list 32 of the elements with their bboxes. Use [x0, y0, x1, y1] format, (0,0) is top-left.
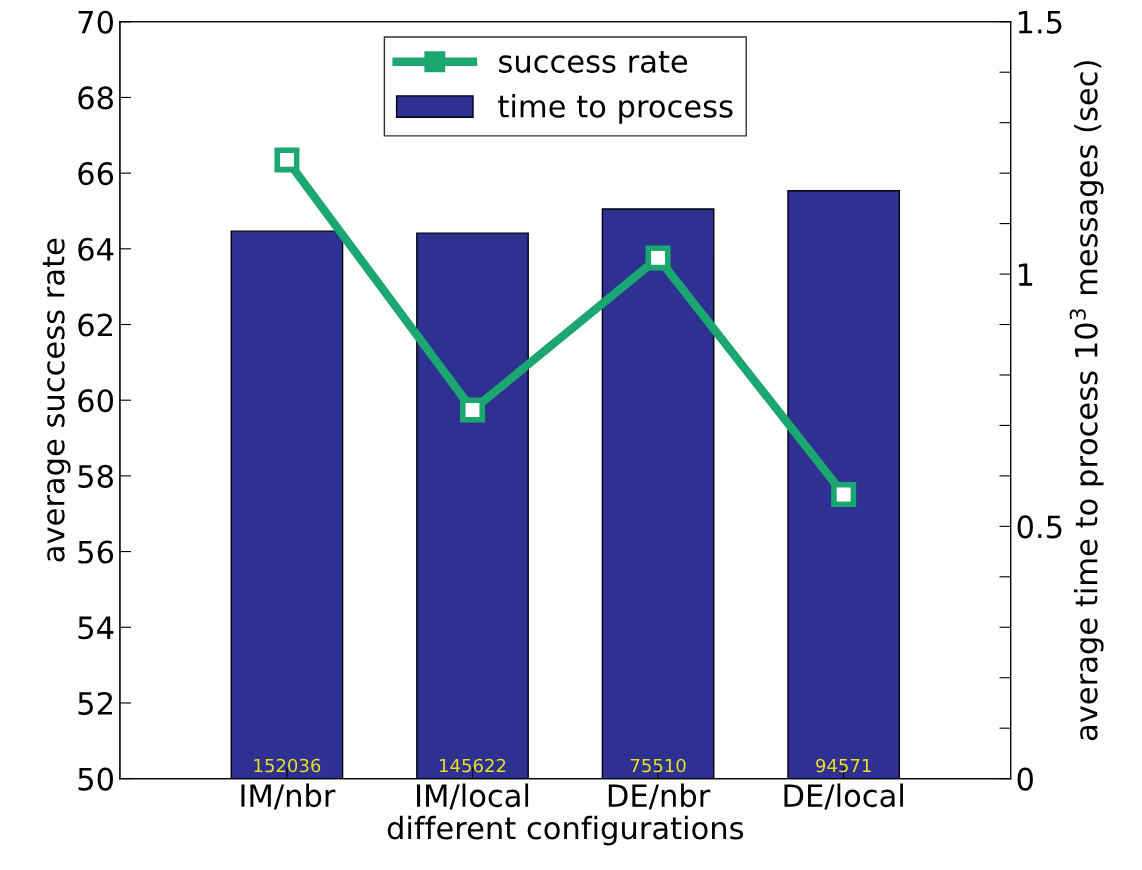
x-tick-label: IM/local [417, 783, 529, 810]
annotation: 145622 [440, 758, 506, 773]
y2-axis-title: average time to process 10$^{3}$ messages (sec) [1069, 61, 1104, 741]
annotation: 94571 [816, 758, 871, 773]
y-tick-label: 62 [78, 313, 112, 337]
y-tick-label: 58 [78, 464, 113, 488]
y-tick-label: 64 [78, 237, 114, 261]
annotation: 152036 [254, 758, 321, 773]
x-tick-label: DE/nbr [608, 783, 711, 810]
y-tick-label: 50 [78, 767, 114, 791]
y2-tick-label: 0 [1017, 767, 1033, 791]
x-axis-title: different configurations [387, 815, 744, 846]
y-tick-label: 66 [78, 162, 114, 186]
y-tick-label: 52 [78, 691, 112, 715]
legend-label: time to process [498, 94, 733, 124]
point [274, 147, 300, 173]
y-tick-label: 70 [78, 10, 114, 34]
y2-tick-label: 1 [1018, 263, 1033, 286]
legend-label: success rate [499, 51, 688, 73]
y-tick-label: 54 [78, 616, 114, 640]
point [645, 245, 671, 271]
y2-tick-label: 1.5 [1018, 11, 1062, 34]
y-tick-label: 68 [78, 86, 113, 110]
y-tick-label: 56 [78, 540, 114, 564]
point [460, 397, 486, 423]
y-axis-title: average success rate [42, 238, 71, 562]
x-tick-label: IM/nbr [241, 783, 336, 810]
point [831, 481, 857, 507]
annotation: 75510 [630, 758, 686, 773]
x-tick-label: DE/local [784, 783, 903, 810]
y-tick-label: 60 [78, 389, 114, 413]
y2-tick-label: 0.5 [1017, 515, 1062, 539]
